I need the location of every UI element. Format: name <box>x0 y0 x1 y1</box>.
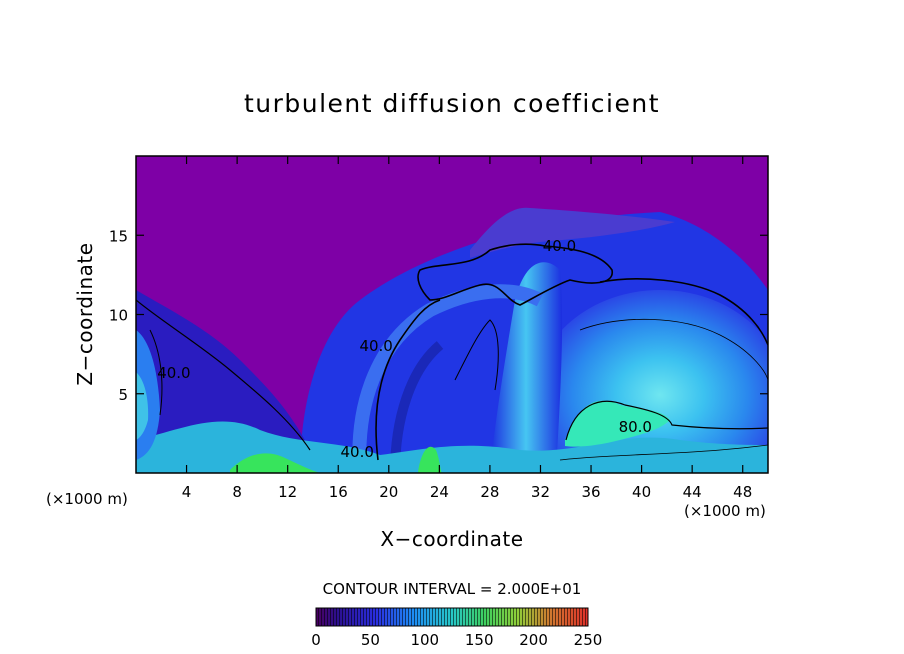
x-unit-left: (×1000 m) <box>46 490 128 508</box>
colorbar-tick-label: 250 <box>574 631 603 649</box>
x-tick-label: 8 <box>232 483 242 501</box>
contour-line <box>454 319 499 391</box>
contour-interval-text: CONTOUR INTERVAL = 2.000E+01 <box>323 580 582 598</box>
x-tick-label: 36 <box>581 483 600 501</box>
x-unit-right: (×1000 m) <box>684 502 766 520</box>
y-tick-label: 5 <box>118 386 128 404</box>
colorbar-stripes <box>316 608 588 626</box>
contour-line <box>375 299 441 461</box>
x-tick-label: 48 <box>733 483 752 501</box>
colorbar-frame <box>315 607 589 627</box>
contour-labels: 40.0 40.0 40.0 40.0 80.0 <box>157 237 652 461</box>
field-bottom-green <box>565 400 670 447</box>
x-tick-label: 4 <box>182 483 192 501</box>
contour-line <box>599 278 768 346</box>
x-tick-label: 24 <box>430 483 449 501</box>
y-axis-ticks: 5 10 15 <box>109 227 768 404</box>
field-left-edge <box>136 372 149 440</box>
y-tick-label: 10 <box>109 307 128 325</box>
x-tick-label: 16 <box>329 483 348 501</box>
field-bottom-green <box>418 446 442 473</box>
x-tick-label: 32 <box>531 483 550 501</box>
contour-label: 40.0 <box>543 237 576 255</box>
field-swirl-band <box>352 284 544 473</box>
colorbar-tick-label: 150 <box>465 631 494 649</box>
field-left-region <box>136 290 320 473</box>
y-axis-label: Z−coordinate <box>73 242 97 385</box>
colorbar-tick-label: 100 <box>410 631 439 649</box>
colorbar-tick-label: 200 <box>519 631 548 649</box>
contour-label: 40.0 <box>157 364 190 382</box>
contour-label: 40.0 <box>340 443 373 461</box>
field-column <box>490 262 563 473</box>
x-tick-label: 44 <box>683 483 702 501</box>
x-tick-label: 40 <box>632 483 651 501</box>
contour-line <box>136 299 311 451</box>
field-plume-top <box>470 207 675 258</box>
x-axis-ticks: 4 8 12 16 20 24 28 32 36 40 44 48 <box>182 156 752 501</box>
colorbar-tick-label: 50 <box>361 631 380 649</box>
field-bottom-layer <box>136 421 768 473</box>
contour-line <box>565 400 768 441</box>
contour-line <box>579 318 768 381</box>
plot-area <box>136 156 768 473</box>
chart-title: turbulent diffusion coefficient <box>244 89 660 118</box>
x-tick-label: 28 <box>480 483 499 501</box>
x-axis-label: X−coordinate <box>380 527 523 551</box>
colorbar-ticks: 0 50 100 150 200 250 <box>311 631 602 649</box>
contour-line <box>559 444 768 461</box>
y-tick-label: 15 <box>109 227 128 245</box>
contour-label: 80.0 <box>619 418 652 436</box>
colorbar-tick-label: 0 <box>311 631 321 649</box>
contour-line <box>417 243 613 306</box>
x-tick-label: 20 <box>379 483 398 501</box>
contour-label: 40.0 <box>359 337 392 355</box>
x-tick-label: 12 <box>278 483 297 501</box>
contour-line <box>149 329 163 416</box>
field-bottom-green <box>230 453 320 473</box>
